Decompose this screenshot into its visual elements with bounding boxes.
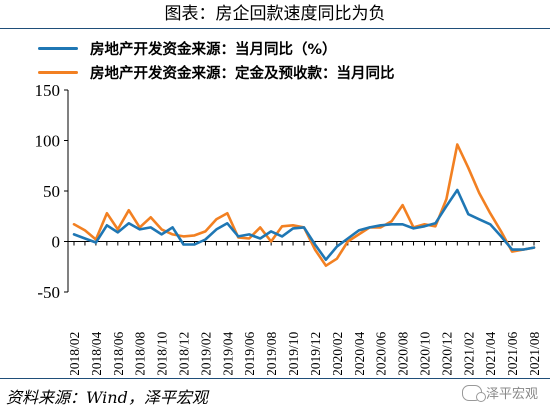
y-tick-label: -50 [37, 283, 60, 302]
x-tick-label: 2020/02 [330, 332, 345, 375]
legend-label-series-2: 房地产开发资金来源：定金及预收款：当月同比 [90, 65, 395, 82]
x-tick-label: 2018/02 [67, 332, 82, 375]
x-tick-label: 2019/12 [308, 332, 323, 375]
legend-label-series-1: 房地产开发资金来源：当月同比（%） [90, 41, 337, 58]
x-tick-label: 2021/02 [461, 332, 476, 375]
wechat-icon [461, 384, 486, 402]
y-tick-label: 0 [52, 233, 61, 252]
line-chart: -50 0 50 100 150 2018/02 2018/04 2018/06 2018/08… [35, 81, 543, 376]
legend-item-series-2: 房地产开发资金来源：定金及预收款：当月同比 [38, 60, 395, 84]
x-tick-label: 2020/12 [439, 332, 454, 375]
x-tick-label: 2021/06 [505, 331, 520, 375]
watermark-label: 泽平宏观 [485, 387, 538, 402]
x-tick-label: 2019/06 [242, 331, 257, 375]
x-tick-label: 2020/08 [396, 331, 411, 375]
x-tick-label: 2019/02 [198, 332, 213, 375]
x-tick-label: 2018/06 [111, 331, 126, 375]
x-tick-label: 2018/04 [89, 331, 104, 375]
x-tick-label: 2020/04 [352, 331, 367, 375]
series-line-1 [72, 188, 536, 261]
x-tick-label: 2018/10 [155, 331, 170, 375]
x-tick-label: 2020/10 [417, 331, 432, 375]
legend-swatch-series-1 [38, 46, 78, 50]
source-note: 资料来源：Wind，泽平宏观 [6, 388, 208, 407]
legend-swatch-series-2 [38, 70, 78, 74]
page-title: 图表：房企回款速度同比为负 [0, 0, 550, 29]
y-tick-label: 150 [35, 81, 61, 100]
y-tick-label: 50 [43, 182, 60, 201]
legend-item-series-1: 房地产开发资金来源：当月同比（%） [38, 36, 395, 60]
x-tick-label: 2020/06 [374, 331, 389, 375]
x-tick-label: 2021/04 [483, 331, 498, 375]
x-tick-label: 2019/08 [264, 331, 279, 375]
x-tick-label: 2018/12 [177, 332, 192, 375]
x-tick-label: 2018/08 [133, 331, 148, 375]
y-tick-label: 100 [35, 132, 61, 151]
legend: 房地产开发资金来源：当月同比（%） 房地产开发资金来源：定金及预收款：当月同比 [38, 36, 395, 84]
x-tick-label: 2021/08 [527, 331, 542, 375]
watermark: 泽平宏观 [461, 383, 538, 402]
x-tick-label: 2019/10 [286, 331, 301, 375]
footer: 资料来源：Wind，泽平宏观 泽平宏观 [0, 378, 550, 412]
x-tick-label: 2019/04 [220, 331, 235, 375]
chart-area: -50 0 50 100 150 2018/02 2018/04 2018/06 2018/08… [0, 30, 550, 376]
